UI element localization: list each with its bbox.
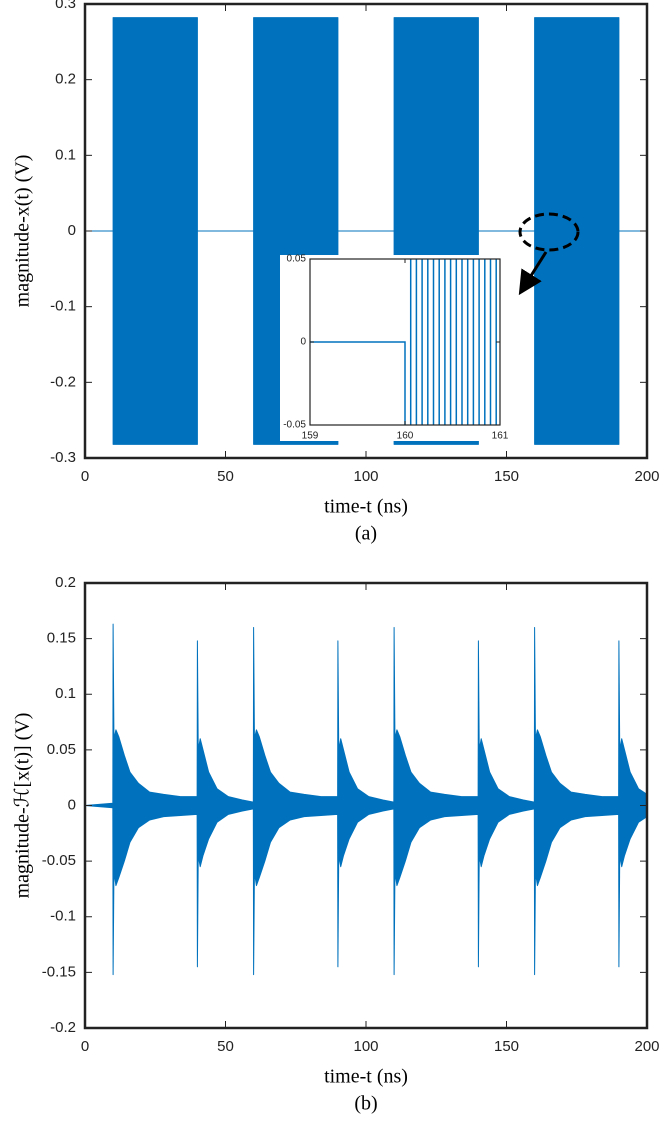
x-tick-label: 50 (217, 1038, 234, 1055)
x-tick-label: 160 (397, 431, 414, 442)
y-tick-label: 0 (300, 337, 306, 348)
x-tick-label: 200 (634, 468, 659, 485)
y-tick-label: 0 (68, 796, 76, 813)
inset-chart: 159 160 161 -0.05 0 0.05 (280, 254, 510, 442)
inset-background (280, 255, 510, 441)
y-axis-label: magnitude-ℋ[x(t)] (V) (12, 713, 34, 899)
y-tick-label: 0.2 (55, 574, 76, 591)
x-tick-label: 150 (494, 1038, 519, 1055)
plot-area (85, 623, 647, 976)
caption: (a) (355, 523, 377, 545)
zoom-arrow (518, 251, 548, 296)
x-tick-label: 150 (494, 468, 519, 485)
signal-area (85, 805, 647, 976)
y-tick-label: 0.1 (55, 146, 76, 163)
x-tick-label: 159 (302, 431, 319, 442)
plot-area (85, 17, 647, 445)
signal-area (85, 17, 647, 232)
y-tick-label: 0.05 (287, 254, 307, 265)
x-tick-label: 0 (81, 1038, 89, 1055)
y-tick-label: 0.05 (47, 741, 76, 758)
y-tick-label: -0.15 (42, 963, 76, 980)
x-axis-label: time-t (ns) (324, 1066, 408, 1088)
signal-line (310, 259, 497, 425)
x-tick-label: 100 (353, 468, 378, 485)
highlight-ellipse (518, 212, 580, 252)
x-tick-label: 100 (353, 1038, 378, 1055)
y-tick-label: 0.15 (47, 630, 76, 647)
plot-area (310, 259, 497, 425)
x-tick-label: 161 (492, 431, 509, 442)
y-tick-label: 0.2 (55, 71, 76, 88)
y-tick-label: -0.2 (50, 373, 76, 390)
chart: 0 50 100 150 200 -0.2 -0.15 -0.1 -0.05 0 0.05 0.1 0.… (12, 574, 660, 1115)
y-tick-label: -0.1 (50, 908, 76, 925)
y-tick-label: -0.2 (50, 1019, 76, 1036)
x-tick-label: 0 (81, 468, 89, 485)
x-tick-label: 200 (634, 1038, 659, 1055)
y-tick-label: -0.05 (42, 852, 76, 869)
y-tick-label: -0.05 (283, 420, 306, 431)
y-tick-label: 0 (68, 222, 76, 239)
y-tick-label: -0.3 (50, 449, 76, 466)
x-axis-label: time-t (ns) (324, 496, 408, 518)
y-tick-label: 0.1 (55, 685, 76, 702)
y-tick-label: -0.1 (50, 298, 76, 315)
x-tick-label: 50 (217, 468, 234, 485)
y-tick-label: 0.3 (55, 0, 76, 12)
caption: (b) (354, 1093, 377, 1115)
signal-area (85, 623, 647, 806)
chart: 0 50 100 150 200 -0.3 -0.2 -0.1 0 0.1 0.2 0.3 time-t… (12, 0, 660, 545)
signal-area (85, 230, 647, 445)
y-axis-label: magnitude-x(t) (V) (12, 155, 34, 308)
